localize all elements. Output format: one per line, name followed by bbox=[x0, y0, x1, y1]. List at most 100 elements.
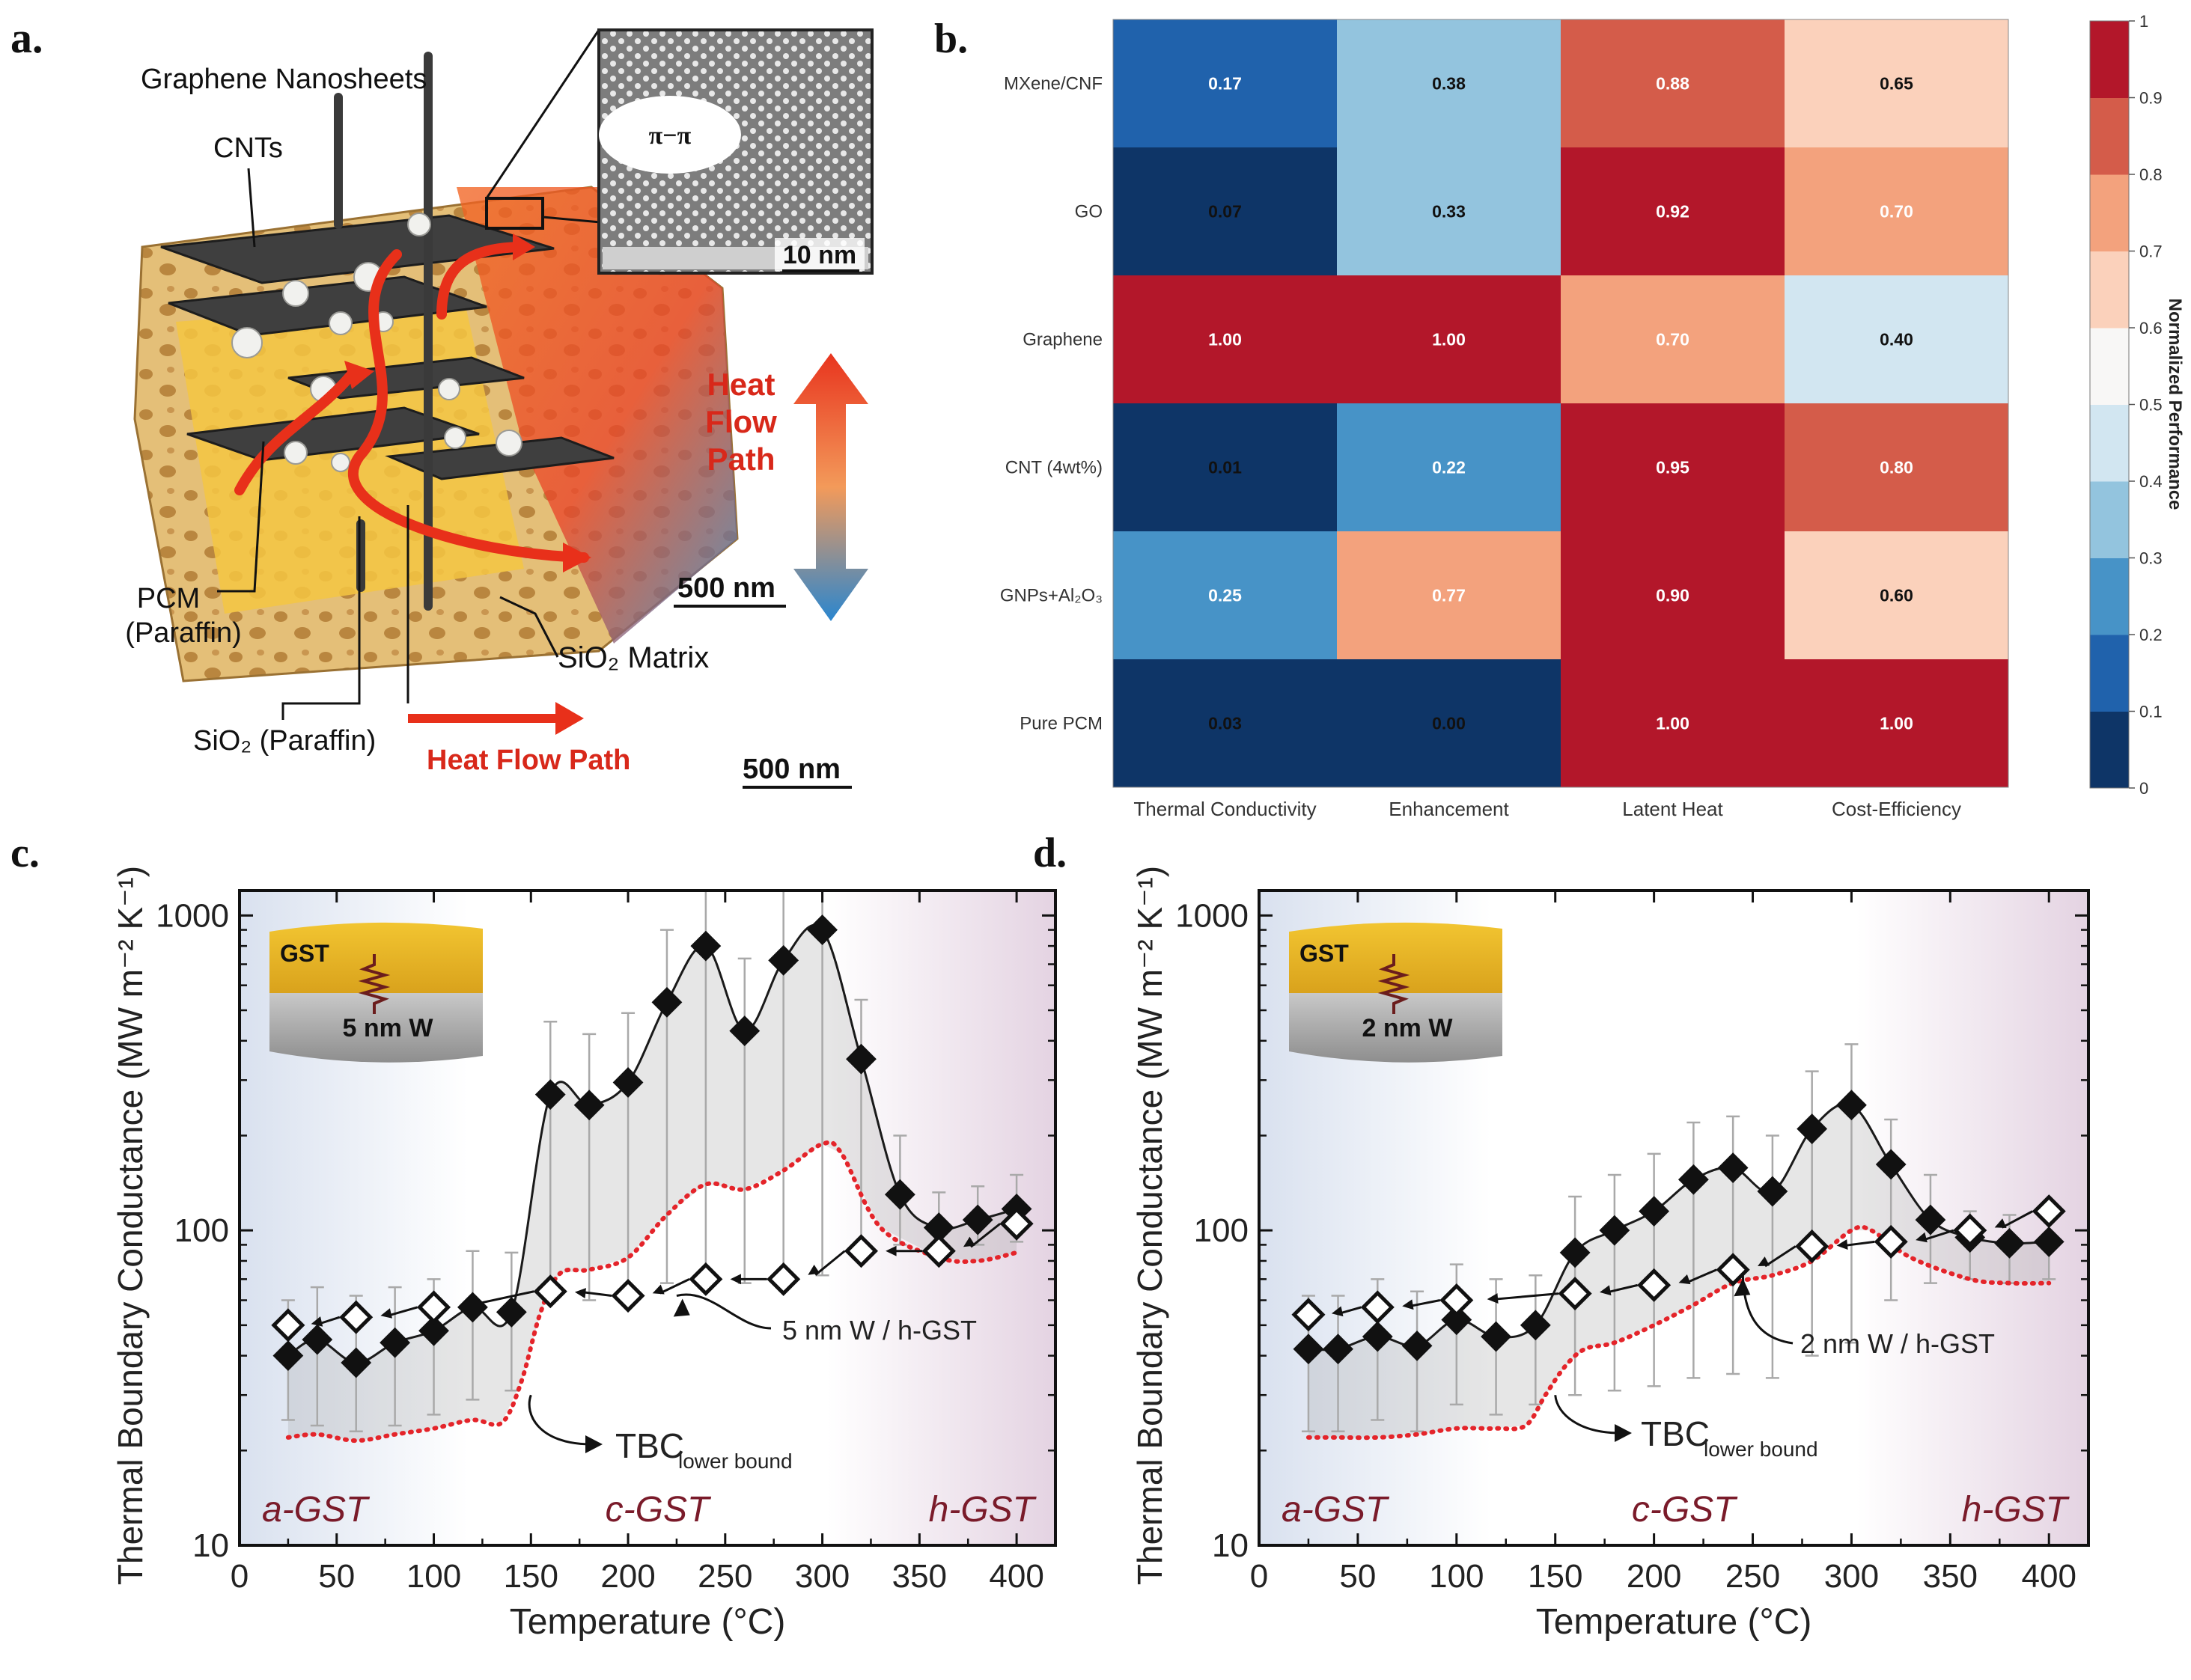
heatmap-column-label: Enhancement bbox=[1389, 798, 1509, 820]
heatmap-value-label: 0.22 bbox=[1432, 458, 1466, 477]
transition-arrowhead bbox=[1994, 1218, 2007, 1229]
transition-arrow bbox=[970, 1223, 1002, 1248]
cnt-rods bbox=[334, 52, 433, 611]
transition-arrow bbox=[1338, 1306, 1362, 1315]
transition-arrowhead bbox=[730, 1274, 741, 1285]
annotation-arrowhead bbox=[1734, 1278, 1751, 1297]
filled-diamond-point bbox=[1994, 1227, 2025, 1259]
filled-diamond-point bbox=[1481, 1321, 1511, 1352]
filled-diamond-point bbox=[1639, 1196, 1670, 1227]
path-label: Path bbox=[707, 442, 775, 477]
filled-diamond-point bbox=[1717, 1152, 1749, 1183]
annotation-tbc-subscript: lower bound bbox=[1704, 1438, 1818, 1461]
annotation-tbc-label: TBC bbox=[615, 1426, 684, 1465]
open-diamond-point bbox=[1558, 1277, 1592, 1311]
transition-arrow bbox=[2001, 1210, 2033, 1229]
transition-arrowhead bbox=[574, 1288, 586, 1298]
filled-diamond-point bbox=[807, 914, 838, 945]
phase-label-h-gst: h-GST bbox=[1962, 1490, 2070, 1530]
transition-arrow bbox=[387, 1306, 418, 1317]
colorbar-tick-label: 1 bbox=[2139, 12, 2148, 31]
filled-diamond-point bbox=[1520, 1310, 1551, 1341]
x-axis-label: Temperature (°C) bbox=[510, 1602, 786, 1642]
pi-pi-label: π−π bbox=[649, 122, 692, 150]
filled-diamond-point bbox=[1293, 1334, 1324, 1365]
filled-diamond-point bbox=[1559, 1237, 1591, 1268]
heat-flow-arrowheads bbox=[344, 233, 591, 572]
x-tick-label: 100 bbox=[406, 1558, 461, 1595]
y-tick-label: 100 bbox=[174, 1212, 229, 1249]
colorbar-segment bbox=[2090, 404, 2129, 482]
heatmap-cell bbox=[1785, 531, 2008, 659]
open-diamond-point bbox=[1439, 1283, 1474, 1318]
open-diamond-point bbox=[2032, 1194, 2066, 1229]
heat-flow-path-label: Heat Flow Path bbox=[427, 745, 630, 776]
heatmap-cell bbox=[1785, 403, 2008, 531]
inset-scale-label: 10 nm bbox=[783, 241, 856, 269]
heatmap-cell bbox=[1561, 531, 1785, 659]
scale-label-bottom: 500 nm bbox=[743, 754, 841, 785]
annotation-hgst-label: 2 nm W / h-GST bbox=[1800, 1328, 1995, 1359]
heatmap-column-label: Latent Heat bbox=[1622, 798, 1723, 820]
x-tick-label: 0 bbox=[1250, 1558, 1268, 1595]
open-diamond-point bbox=[533, 1274, 567, 1309]
colorbar-segment bbox=[2090, 558, 2129, 635]
filled-diamond-point bbox=[380, 1327, 411, 1358]
open-diamond-point bbox=[767, 1262, 801, 1296]
heat-flow-path-arrow bbox=[555, 702, 584, 735]
heat-flow-vertical-arrow bbox=[793, 353, 868, 621]
inset-w-layer bbox=[269, 993, 483, 1063]
heatmap-cell bbox=[1785, 19, 2008, 147]
phase-label-a-gst: a-GST bbox=[1282, 1490, 1390, 1530]
x-tick-label: 350 bbox=[1923, 1558, 1978, 1595]
filled-diamond-point bbox=[418, 1315, 449, 1346]
colorbar-segment bbox=[2090, 711, 2129, 789]
heatmap-cell bbox=[1785, 659, 2008, 787]
open-diamond-point bbox=[1795, 1229, 1829, 1263]
annotation-line bbox=[528, 1394, 592, 1446]
transition-arrowhead bbox=[1678, 1274, 1691, 1285]
heatmap-value-label: 0.60 bbox=[1880, 586, 1913, 605]
flow-label: Flow bbox=[705, 404, 777, 439]
open-diamond-point bbox=[416, 1290, 451, 1325]
graphene-nanosheets-label: Graphene Nanosheets bbox=[141, 64, 427, 95]
x-tick-label: 150 bbox=[504, 1558, 558, 1595]
open-diamond-point bbox=[1874, 1224, 1908, 1259]
panel-label-c: c. bbox=[10, 830, 40, 876]
transition-arrow bbox=[1409, 1299, 1441, 1307]
transition-arrowhead bbox=[652, 1284, 665, 1295]
filled-diamond-point bbox=[884, 1179, 915, 1210]
heatmap-cell bbox=[1113, 403, 1337, 531]
transition-arrow bbox=[582, 1291, 612, 1298]
inset-gst-layer bbox=[269, 922, 483, 993]
x-tick-label: 400 bbox=[2022, 1558, 2076, 1595]
y-tick-label: 1000 bbox=[1175, 897, 1249, 934]
heatmap-value-label: 1.00 bbox=[1432, 330, 1466, 349]
heatmap-value-label: 0.65 bbox=[1880, 74, 1913, 94]
heatmap-row-label: Pure PCM bbox=[1020, 714, 1103, 734]
open-diamond-point bbox=[921, 1234, 956, 1268]
heatmap-value-label: 0.88 bbox=[1656, 74, 1689, 94]
sio2-paraffin-label: SiO₂ (Paraffin) bbox=[193, 725, 376, 757]
filled-diamond-point bbox=[534, 1079, 566, 1111]
inset-gst-layer bbox=[1289, 922, 1502, 993]
transition-arrowhead bbox=[808, 1265, 820, 1275]
filled-diamond-point bbox=[768, 944, 799, 976]
x-tick-label: 300 bbox=[1824, 1558, 1879, 1595]
tbc-lower-bound-line bbox=[285, 1140, 1020, 1444]
inset-w-label: 2 nm W bbox=[1362, 1014, 1454, 1042]
heatmap-value-label: 0.70 bbox=[1656, 330, 1689, 349]
heatmap-value-label: 0.92 bbox=[1656, 202, 1689, 222]
annotation-line bbox=[676, 1293, 772, 1330]
heatmap-frame bbox=[1112, 19, 2009, 788]
filled-diamond-point bbox=[651, 986, 683, 1018]
filled-diamond-point bbox=[496, 1297, 527, 1328]
x-tick-label: 250 bbox=[1725, 1558, 1780, 1595]
transition-arrowhead bbox=[886, 1245, 897, 1256]
transition-arrow bbox=[1685, 1268, 1717, 1284]
open-diamond-point bbox=[271, 1308, 305, 1343]
shaded-region bbox=[1308, 1103, 2050, 1438]
heatmap-value-label: 0.07 bbox=[1208, 202, 1242, 222]
cnts-label: CNTs bbox=[213, 132, 283, 164]
resistor-icon bbox=[1377, 954, 1410, 1014]
